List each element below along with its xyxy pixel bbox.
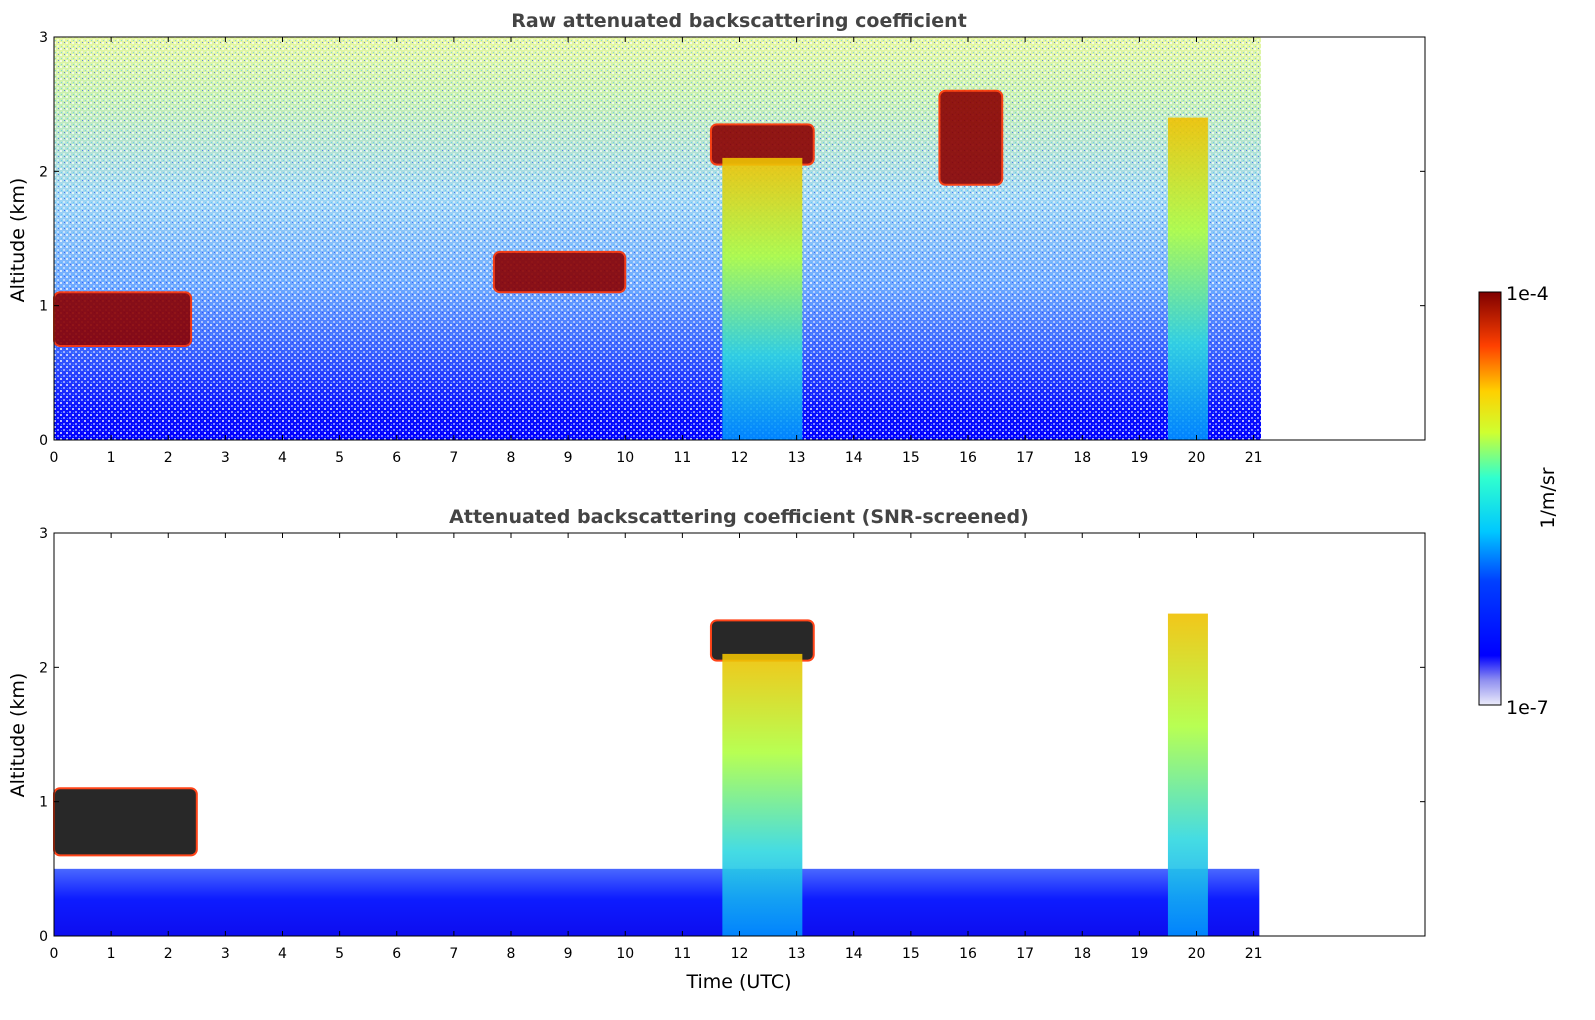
- x-tick-label: 19: [1130, 946, 1148, 962]
- x-tick-label: 0: [50, 450, 59, 466]
- x-tick-label: 11: [673, 946, 691, 962]
- panel-2-x-axis: 0 1 2 3 4 5 6 7 8 9 10 11 12 13 14 15 16 17 18 19 20 21: [50, 533, 1263, 962]
- precipitation-fallstreak: [1167, 613, 1208, 936]
- colorbar-gradient: [1478, 291, 1502, 706]
- precipitation-fallstreak: [722, 653, 803, 936]
- panel-1-title: Raw attenuated backscattering coefficien…: [511, 10, 967, 32]
- precipitation-fallstreak: [722, 157, 803, 440]
- x-tick-label: 11: [673, 450, 691, 466]
- boundary-layer-cloud: [53, 787, 198, 857]
- x-tick-label: 6: [392, 946, 401, 962]
- panel-2-title: Attenuated backscattering coefficient (S…: [449, 506, 1029, 528]
- x-axis-label: Time (UTC): [685, 971, 791, 993]
- x-tick-label: 1: [107, 946, 116, 962]
- x-tick-label: 14: [845, 450, 863, 466]
- y-tick-label: 0: [39, 929, 48, 945]
- x-tick-label: 18: [1073, 946, 1091, 962]
- x-tick-label: 15: [902, 450, 920, 466]
- x-tick-label: 3: [221, 946, 230, 962]
- x-tick-label: 12: [731, 946, 749, 962]
- x-tick-label: 20: [1188, 946, 1206, 962]
- x-tick-label: 9: [564, 450, 573, 466]
- x-tick-label: 16: [959, 946, 977, 962]
- x-tick-label: 21: [1245, 450, 1263, 466]
- panel-screened: Attenuated backscattering coefficient (S…: [7, 506, 1426, 993]
- cloud-layer: [492, 250, 627, 294]
- x-tick-label: 9: [564, 946, 573, 962]
- x-tick-label: 5: [335, 946, 344, 962]
- x-tick-label: 12: [731, 450, 749, 466]
- colorbar-min-label: 1e-7: [1506, 697, 1549, 719]
- x-tick-label: 8: [507, 946, 516, 962]
- panel-2-y-label: Altitude (km): [7, 673, 29, 798]
- y-tick-label: 0: [39, 433, 48, 449]
- panel-1-y-axis: 0 1 2 3: [39, 30, 1425, 449]
- x-tick-label: 10: [616, 946, 634, 962]
- x-tick-label: 17: [1016, 946, 1034, 962]
- y-tick-label: 2: [39, 164, 48, 180]
- x-tick-label: 14: [845, 946, 863, 962]
- x-tick-label: 21: [1245, 946, 1263, 962]
- x-tick-label: 18: [1073, 450, 1091, 466]
- x-tick-label: 4: [278, 946, 287, 962]
- aerosol-layer: [54, 868, 1260, 936]
- x-tick-label: 13: [788, 946, 806, 962]
- x-tick-label: 6: [392, 450, 401, 466]
- cloud-layer: [938, 89, 1004, 186]
- y-tick-label: 2: [39, 660, 48, 676]
- precipitation-fallstreak: [1167, 117, 1208, 440]
- y-tick-label: 3: [39, 30, 48, 46]
- colorbar: 1e-4 1e-7 1/m/sr: [1478, 283, 1559, 719]
- x-tick-label: 2: [164, 946, 173, 962]
- y-tick-label: 1: [39, 299, 48, 315]
- x-tick-label: 13: [788, 450, 806, 466]
- x-tick-label: 1: [107, 450, 116, 466]
- panel-1-heatmap: [53, 37, 1425, 440]
- x-tick-label: 8: [507, 450, 516, 466]
- x-tick-label: 16: [959, 450, 977, 466]
- x-tick-label: 4: [278, 450, 287, 466]
- raw-noise-speckle: [54, 37, 1261, 440]
- colorbar-unit-label: 1/m/sr: [1537, 467, 1559, 528]
- panel-1-x-axis: 0 1 2 3 4 5 6 7 8 9 10 11 12 13 14 15 16 17 18 19 20 21: [50, 37, 1263, 466]
- x-tick-label: 0: [50, 946, 59, 962]
- x-tick-label: 15: [902, 946, 920, 962]
- x-tick-label: 10: [616, 450, 634, 466]
- x-tick-label: 19: [1130, 450, 1148, 466]
- x-tick-label: 5: [335, 450, 344, 466]
- x-tick-label: 7: [449, 450, 458, 466]
- y-tick-label: 3: [39, 526, 48, 542]
- boundary-layer-cloud: [53, 291, 193, 347]
- colorbar-max-label: 1e-4: [1506, 283, 1549, 305]
- x-tick-label: 7: [449, 946, 458, 962]
- x-tick-label: 3: [221, 450, 230, 466]
- panel-raw: Raw attenuated backscattering coefficien…: [7, 10, 1426, 466]
- panel-2-heatmap: [53, 533, 1425, 936]
- panel-1-y-label: Altitude (km): [7, 178, 29, 303]
- x-tick-label: 20: [1188, 450, 1206, 466]
- x-tick-label: 2: [164, 450, 173, 466]
- x-tick-label: 17: [1016, 450, 1034, 466]
- y-tick-label: 1: [39, 795, 48, 811]
- panel-2-y-axis: 0 1 2 3: [39, 526, 1425, 945]
